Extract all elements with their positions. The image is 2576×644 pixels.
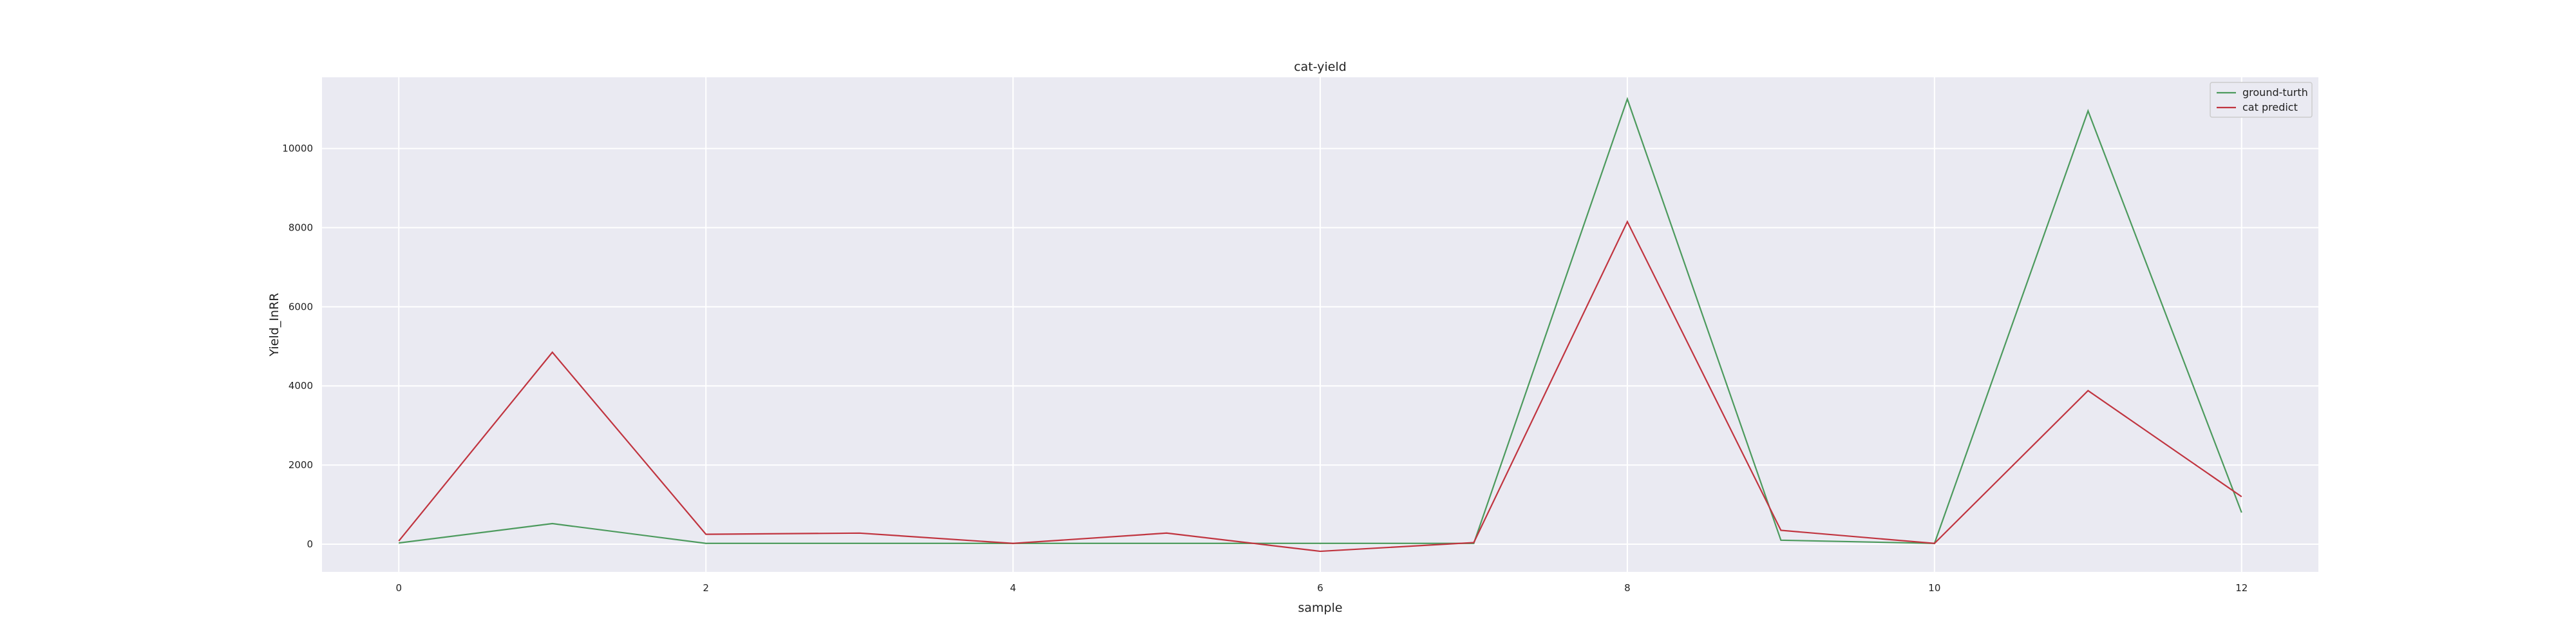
y-tick-label: 10000: [282, 143, 313, 155]
x-tick-label: 4: [1010, 582, 1016, 594]
series-lines: [398, 97, 2242, 553]
y-tick-label: 8000: [289, 222, 313, 233]
y-tick-label: 4000: [289, 380, 313, 392]
x-tick-label: 0: [395, 582, 402, 594]
x-tick-label: 2: [703, 582, 709, 594]
grid-lines: [322, 77, 2318, 572]
x-tick-label: 8: [1624, 582, 1631, 594]
chart-title: cat-yield: [1294, 60, 1347, 74]
series-line-cat-predict: [398, 220, 2242, 553]
legend: ground-turth cat predict: [2210, 82, 2313, 118]
legend-label: ground-turth: [2242, 86, 2308, 99]
y-tick-label: 2000: [289, 459, 313, 471]
y-tick-label: 6000: [289, 301, 313, 312]
y-axis-label: Yield_InRR: [267, 293, 281, 357]
y-tick-label: 0: [307, 538, 313, 550]
legend-box: [2210, 82, 2313, 118]
x-tick-label: 6: [1317, 582, 1323, 594]
x-tick-label: 12: [2235, 582, 2248, 594]
tick-labels: 0 2 4 6 8 10 12 0 2000 4000 6000 8000 10000: [282, 143, 2248, 594]
legend-label: cat predict: [2242, 101, 2298, 113]
x-tick-label: 10: [1928, 582, 1940, 594]
x-axis-label: sample: [1298, 601, 1342, 615]
